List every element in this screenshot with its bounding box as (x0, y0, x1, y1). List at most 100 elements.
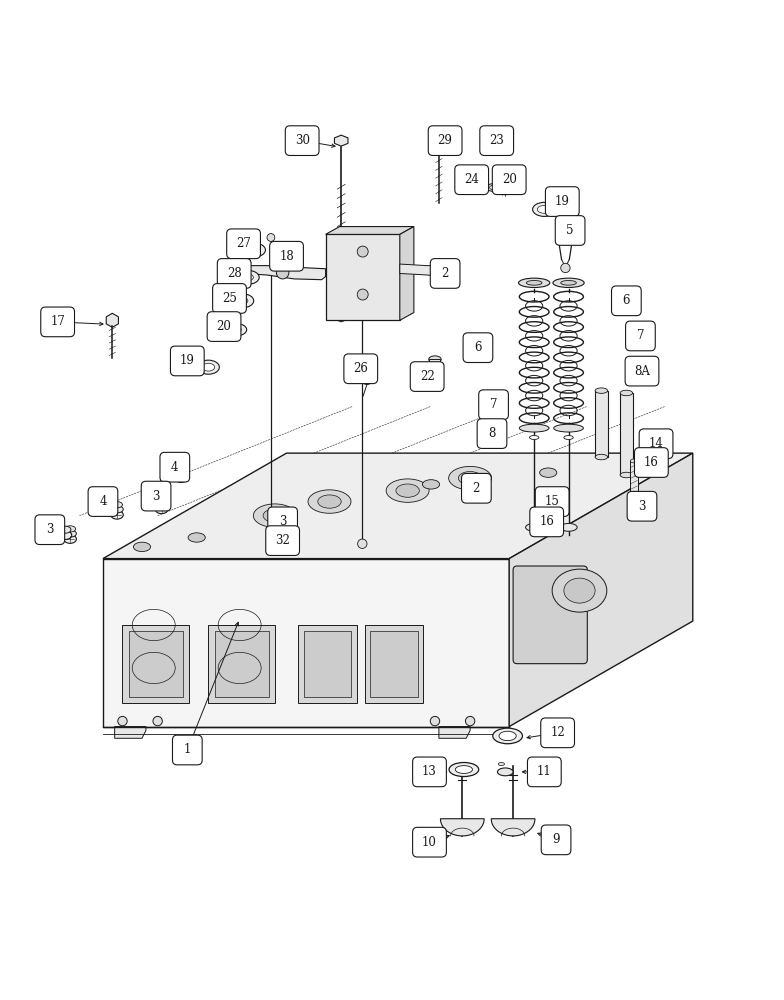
FancyBboxPatch shape (141, 481, 171, 511)
Text: 30: 30 (295, 134, 310, 147)
Ellipse shape (111, 502, 122, 508)
Ellipse shape (64, 526, 75, 532)
Ellipse shape (241, 274, 253, 281)
Ellipse shape (561, 280, 576, 285)
Ellipse shape (620, 472, 633, 478)
Ellipse shape (155, 500, 168, 507)
Ellipse shape (459, 471, 482, 485)
Ellipse shape (630, 459, 638, 463)
FancyBboxPatch shape (285, 126, 319, 155)
Ellipse shape (564, 436, 573, 439)
Ellipse shape (286, 546, 297, 551)
FancyBboxPatch shape (492, 165, 526, 195)
Circle shape (430, 716, 440, 726)
Ellipse shape (487, 184, 501, 191)
FancyBboxPatch shape (528, 757, 561, 787)
Text: 1: 1 (183, 743, 191, 756)
Bar (129, 631, 183, 697)
Text: 9: 9 (552, 833, 560, 846)
FancyBboxPatch shape (207, 312, 241, 341)
Ellipse shape (242, 243, 266, 257)
Text: 27: 27 (236, 237, 251, 250)
Ellipse shape (175, 469, 187, 476)
Text: 3: 3 (46, 523, 53, 536)
Text: 8: 8 (488, 427, 495, 440)
Ellipse shape (459, 185, 466, 190)
FancyBboxPatch shape (541, 718, 575, 748)
Bar (286, 521, 297, 548)
Ellipse shape (387, 479, 429, 502)
FancyBboxPatch shape (546, 187, 579, 216)
FancyBboxPatch shape (266, 526, 299, 555)
FancyBboxPatch shape (479, 390, 508, 420)
FancyBboxPatch shape (513, 566, 587, 664)
Bar (365, 625, 423, 703)
Ellipse shape (64, 530, 76, 537)
FancyBboxPatch shape (217, 259, 251, 288)
Text: 3: 3 (638, 500, 646, 513)
Bar (430, 359, 441, 375)
Circle shape (118, 716, 127, 726)
FancyBboxPatch shape (625, 356, 659, 386)
Text: 15: 15 (545, 495, 560, 508)
FancyBboxPatch shape (627, 491, 657, 521)
Bar (209, 625, 275, 703)
Ellipse shape (519, 424, 549, 432)
FancyBboxPatch shape (463, 333, 493, 363)
Text: 23: 23 (489, 134, 504, 147)
Circle shape (267, 539, 276, 548)
Text: 28: 28 (227, 267, 241, 280)
Text: 2: 2 (473, 482, 480, 495)
Polygon shape (103, 453, 693, 559)
Text: 4: 4 (100, 495, 107, 508)
Ellipse shape (552, 569, 607, 612)
Ellipse shape (630, 467, 638, 471)
FancyBboxPatch shape (462, 473, 492, 503)
FancyBboxPatch shape (410, 362, 444, 391)
Ellipse shape (620, 390, 633, 396)
Ellipse shape (133, 542, 151, 552)
FancyBboxPatch shape (160, 452, 190, 482)
Ellipse shape (449, 762, 479, 777)
Ellipse shape (595, 388, 608, 393)
Ellipse shape (490, 185, 498, 190)
Ellipse shape (525, 523, 543, 531)
Polygon shape (335, 135, 348, 146)
FancyBboxPatch shape (88, 487, 118, 516)
Text: 7: 7 (637, 329, 644, 342)
Ellipse shape (225, 323, 247, 336)
Ellipse shape (156, 496, 167, 502)
Ellipse shape (230, 294, 254, 308)
Polygon shape (509, 453, 693, 727)
FancyBboxPatch shape (170, 346, 204, 376)
Text: 8A: 8A (634, 365, 650, 378)
Polygon shape (114, 727, 146, 738)
FancyBboxPatch shape (480, 126, 514, 155)
Ellipse shape (553, 278, 584, 288)
Bar (122, 625, 189, 703)
Circle shape (358, 246, 368, 257)
Text: 29: 29 (437, 134, 452, 147)
FancyBboxPatch shape (428, 126, 462, 155)
FancyBboxPatch shape (430, 259, 460, 288)
FancyBboxPatch shape (227, 229, 260, 259)
Text: 17: 17 (50, 315, 65, 328)
Ellipse shape (248, 246, 260, 254)
Text: 32: 32 (275, 534, 290, 547)
Polygon shape (439, 727, 470, 738)
Circle shape (277, 266, 289, 279)
Bar (620, 393, 633, 475)
Ellipse shape (431, 273, 455, 287)
Ellipse shape (236, 270, 260, 284)
Ellipse shape (532, 202, 556, 216)
Circle shape (358, 230, 366, 238)
FancyBboxPatch shape (555, 216, 585, 245)
Ellipse shape (437, 276, 449, 284)
Text: 18: 18 (279, 250, 294, 263)
Ellipse shape (236, 297, 248, 304)
Polygon shape (492, 819, 535, 836)
Polygon shape (325, 234, 400, 320)
Polygon shape (400, 227, 414, 320)
Polygon shape (441, 819, 485, 836)
Bar (630, 461, 638, 496)
